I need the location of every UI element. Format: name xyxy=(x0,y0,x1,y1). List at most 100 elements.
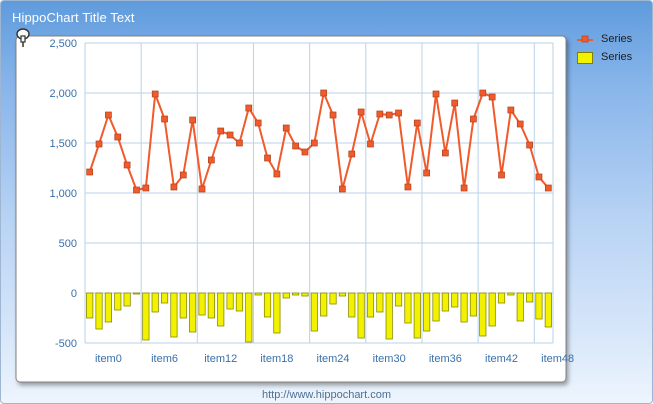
push-pin-icon xyxy=(16,28,30,47)
bar-mark xyxy=(460,292,468,323)
line-point-marker xyxy=(292,142,299,150)
line-point-marker xyxy=(236,139,243,147)
line-point-marker xyxy=(161,115,168,123)
line-point-marker xyxy=(105,111,112,119)
line-point-marker xyxy=(395,109,402,117)
x-tick-label: item6 xyxy=(151,353,178,365)
bar-mark xyxy=(292,292,300,296)
bar-mark xyxy=(488,292,496,327)
line-point-marker xyxy=(526,141,533,149)
line-point-marker xyxy=(245,104,253,112)
line-point-marker xyxy=(348,150,356,158)
legend-line-label: Series xyxy=(601,33,633,45)
y-tick-label: 500 xyxy=(59,238,77,250)
line-point-marker xyxy=(488,93,496,101)
line-series-path xyxy=(88,92,550,191)
bar-mark xyxy=(348,292,356,318)
line-point-marker xyxy=(264,154,271,162)
bar-mark xyxy=(132,292,141,295)
y-tick-label: 2,000 xyxy=(49,88,77,100)
bar-mark xyxy=(170,292,178,338)
line-point-marker xyxy=(470,115,477,123)
grid-layer xyxy=(84,42,554,344)
bar-mark xyxy=(404,292,412,324)
line-point-marker xyxy=(226,131,234,139)
bar-mark xyxy=(198,292,206,316)
legend-bar-swatch xyxy=(577,52,593,64)
bar-mark xyxy=(394,292,403,307)
line-point-marker xyxy=(142,184,150,192)
y-tick-label: 2,500 xyxy=(49,38,77,50)
bar-mark xyxy=(282,292,290,299)
bar-mark xyxy=(254,292,262,296)
chart-title: HippoChart Title Text xyxy=(12,10,135,25)
line-point-marker xyxy=(114,133,122,141)
line-point-marker xyxy=(432,90,440,98)
line-point-marker xyxy=(423,169,430,177)
x-tick-label: item24 xyxy=(317,353,350,365)
x-tick-label: item12 xyxy=(204,353,237,365)
line-point-marker xyxy=(479,89,487,97)
line-point-marker xyxy=(516,120,524,128)
footer-link[interactable]: http://www.hippochart.com xyxy=(261,389,391,401)
chart-legend: Series Series xyxy=(577,32,649,68)
line-point-marker xyxy=(535,173,543,181)
line-point-marker xyxy=(310,139,318,147)
bar-mark xyxy=(535,292,543,320)
legend-item-bar-series: Series xyxy=(577,50,649,66)
x-tick-label: item0 xyxy=(95,353,122,365)
legend-line-swatch xyxy=(577,35,593,43)
line-point-marker xyxy=(498,171,505,179)
line-point-marker xyxy=(189,116,196,124)
line-point-marker xyxy=(151,90,159,98)
bar-mark xyxy=(86,292,94,319)
axis-labels-layer: -500 0 500 1,000 1,500 2,000 2,500 item0 item6 it… xyxy=(49,38,574,365)
bar-mark xyxy=(123,292,131,307)
line-point-marker xyxy=(442,149,449,157)
bar-mark xyxy=(273,292,281,334)
bar-mark xyxy=(95,292,103,330)
bar-mark xyxy=(263,292,272,318)
bar-mark xyxy=(441,292,449,312)
line-point-marker xyxy=(451,99,459,107)
line-series-layer xyxy=(86,89,552,194)
line-point-marker xyxy=(282,124,290,132)
bar-mark xyxy=(366,292,375,318)
bar-mark xyxy=(301,292,309,297)
line-point-marker xyxy=(170,183,178,191)
bar-mark xyxy=(516,292,524,322)
bar-mark xyxy=(151,292,159,313)
bar-mark xyxy=(338,292,346,297)
bar-mark xyxy=(104,292,112,323)
x-tick-label: item18 xyxy=(260,353,293,365)
line-point-marker xyxy=(460,184,468,192)
y-tick-label: -500 xyxy=(55,338,77,350)
line-point-marker xyxy=(273,170,281,178)
line-point-marker xyxy=(123,161,131,169)
line-point-marker xyxy=(507,106,515,114)
y-tick-label: 1,500 xyxy=(49,138,77,150)
line-point-marker xyxy=(339,185,346,193)
line-point-marker xyxy=(86,168,94,176)
line-point-marker xyxy=(404,183,412,191)
bar-series-layer xyxy=(86,292,552,343)
line-point-marker xyxy=(254,119,262,127)
line-point-marker xyxy=(367,140,374,148)
bar-mark xyxy=(226,292,234,310)
bar-mark xyxy=(320,292,328,317)
line-point-marker xyxy=(301,148,309,156)
line-point-marker xyxy=(320,89,328,97)
bar-mark xyxy=(207,292,215,319)
bar-mark xyxy=(469,292,478,317)
bar-mark xyxy=(310,292,318,332)
bar-mark xyxy=(376,292,384,313)
line-point-marker xyxy=(413,119,421,127)
x-tick-label: item30 xyxy=(373,353,406,365)
bar-mark xyxy=(189,292,197,333)
line-point-marker xyxy=(329,111,337,119)
bar-mark xyxy=(451,292,459,308)
bar-mark xyxy=(217,292,225,327)
line-point-marker xyxy=(95,140,103,148)
